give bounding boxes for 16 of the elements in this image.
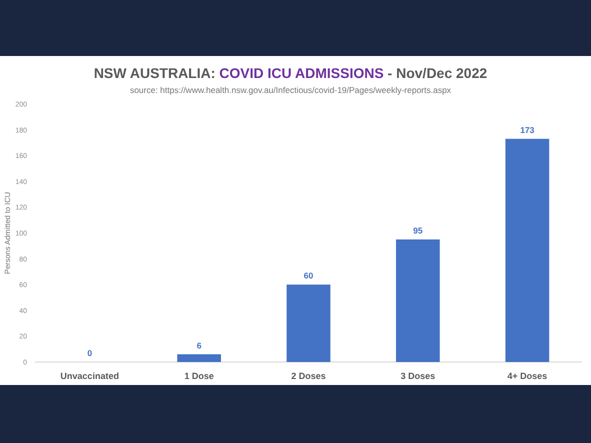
data-label: 0: [87, 348, 92, 358]
chart-title: NSW AUSTRALIA: COVID ICU ADMISSIONS - Nov/Dec 2022: [94, 65, 488, 81]
source-note: source: https://www.health.nsw.gov.au/Infectious/covid-19/Pages/weekly-reports.aspx: [130, 85, 452, 95]
data-label: 95: [413, 225, 423, 236]
x-tick-label: 4+ Doses: [507, 371, 548, 381]
x-tick-label: 3 Doses: [400, 371, 436, 381]
bar: [396, 239, 440, 362]
x-tick-label: 1 Dose: [184, 371, 214, 381]
data-label: 173: [520, 124, 535, 135]
data-label: 6: [196, 340, 202, 350]
bar: [286, 284, 330, 362]
bar: [505, 138, 550, 362]
x-tick-label: 2 Doses: [291, 371, 326, 381]
x-tick-label: Unvaccinated: [60, 371, 119, 381]
data-label: 60: [304, 270, 314, 281]
bar: [177, 354, 221, 362]
